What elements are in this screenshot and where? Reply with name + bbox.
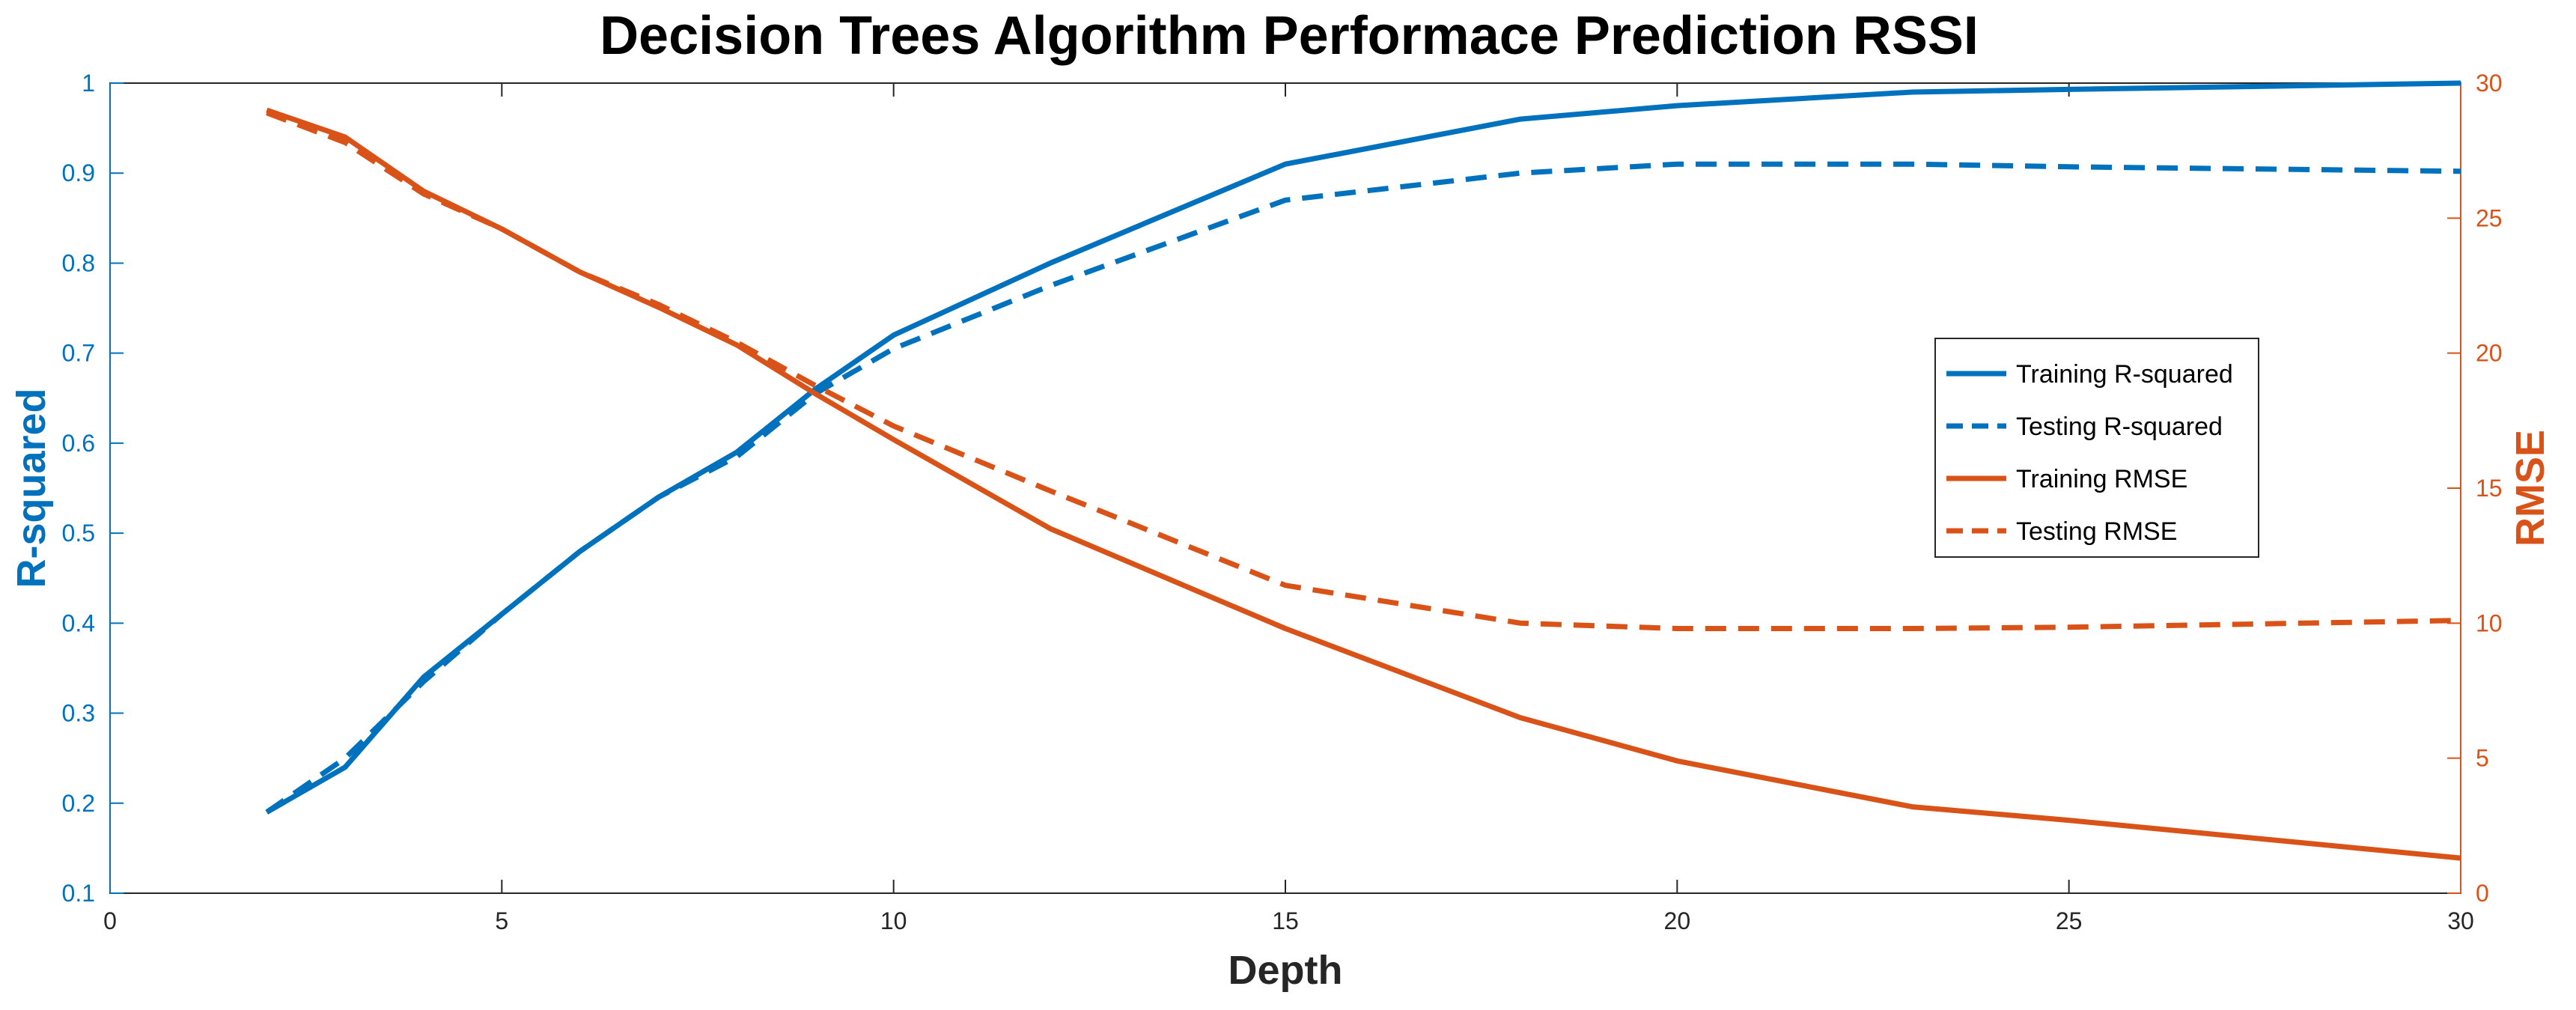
legend-label-4: Testing RMSE bbox=[2016, 517, 2177, 546]
y-left-tick-label: 0.2 bbox=[62, 790, 95, 817]
chart-title: Decision Trees Algorithm Performace Pred… bbox=[600, 6, 1979, 66]
y-right-tick-label: 0 bbox=[2476, 880, 2489, 907]
series-line-1 bbox=[265, 80, 2461, 815]
y-left-tick-label: 0.1 bbox=[62, 880, 95, 907]
y-axis-left-label: R-squared bbox=[9, 388, 54, 588]
y-right-tick-label: 15 bbox=[2476, 475, 2503, 502]
y-axis-left: 0.1 0.2 0.3 0.4 0.5 0.6 0.7 0.8 0.9 1 bbox=[62, 70, 124, 907]
y-right-tick-label: 25 bbox=[2476, 204, 2503, 231]
legend-label-1: Training R-squared bbox=[2016, 360, 2233, 389]
y-left-tick-label: 0.7 bbox=[62, 340, 95, 367]
y-left-tick-label: 0.6 bbox=[62, 430, 95, 457]
y-left-tick-label: 0.5 bbox=[62, 520, 95, 547]
x-tick-label: 0 bbox=[103, 907, 117, 934]
x-axis: 0 5 10 15 20 25 30 bbox=[103, 83, 2474, 934]
x-axis-label: Depth bbox=[1228, 948, 1343, 993]
x-tick-label: 15 bbox=[1272, 907, 1299, 934]
y-left-tick-label: 0.4 bbox=[62, 609, 95, 636]
x-tick-label: 25 bbox=[2056, 907, 2083, 934]
x-tick-label: 30 bbox=[2447, 907, 2474, 934]
series-layer bbox=[265, 80, 2461, 861]
series-line-2 bbox=[265, 161, 2461, 815]
y-right-tick-label: 10 bbox=[2476, 609, 2503, 636]
y-right-tick-label: 5 bbox=[2476, 745, 2489, 772]
y-right-tick-label: 30 bbox=[2476, 70, 2503, 97]
legend-label-2: Testing R-squared bbox=[2016, 413, 2223, 441]
legend-label-3: Training RMSE bbox=[2016, 465, 2187, 493]
legend: Training R-squared Testing R-squared Train… bbox=[1934, 338, 2259, 558]
x-tick-label: 20 bbox=[1664, 907, 1691, 934]
y-right-tick-label: 20 bbox=[2476, 340, 2503, 367]
y-left-tick-label: 0.9 bbox=[62, 159, 95, 186]
series-line-3 bbox=[266, 107, 2461, 861]
y-left-tick-label: 0.8 bbox=[62, 249, 95, 276]
x-tick-label: 5 bbox=[495, 907, 508, 934]
y-axis-right-label: RMSE bbox=[2508, 430, 2553, 547]
y-left-tick-label: 1 bbox=[82, 70, 95, 97]
y-left-tick-label: 0.3 bbox=[62, 700, 95, 727]
x-tick-label: 10 bbox=[880, 907, 907, 934]
